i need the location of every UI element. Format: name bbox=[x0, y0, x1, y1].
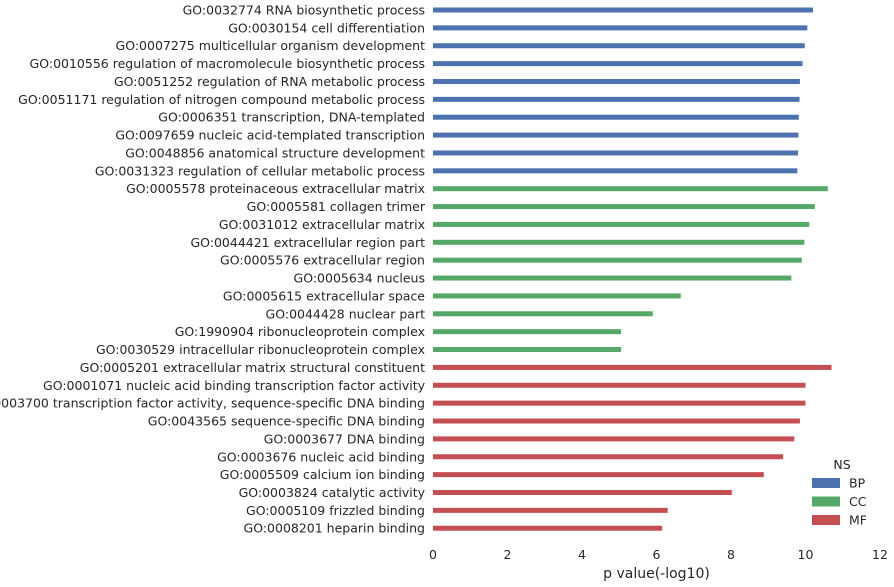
category-label: GO:0003677 DNA binding bbox=[264, 431, 425, 446]
bar-cc bbox=[433, 257, 802, 263]
bar-cc bbox=[433, 186, 828, 192]
category-label: GO:0044428 nuclear part bbox=[266, 306, 426, 321]
category-label: GO:0032774 RNA biosynthetic process bbox=[183, 3, 425, 18]
category-label: GO:0031012 extracellular matrix bbox=[219, 217, 425, 232]
category-label: GO:0005509 calcium ion binding bbox=[220, 467, 425, 482]
bar-mf bbox=[433, 507, 668, 513]
legend-label-mf: MF bbox=[849, 513, 867, 528]
x-tick-labels-group: 0 2 4 6 8 10 12 bbox=[429, 547, 888, 562]
category-label: GO:0007275 multicellular organism develo… bbox=[116, 38, 426, 53]
bar-mf bbox=[433, 472, 764, 478]
category-label: GO:0031323 regulation of cellular metabo… bbox=[95, 163, 425, 178]
category-label: GO:0030154 cell differentiation bbox=[228, 20, 425, 35]
x-tick-label: 2 bbox=[504, 547, 512, 562]
bar-bp bbox=[433, 7, 813, 13]
category-label: GO:0044421 extracellular region part bbox=[190, 235, 425, 250]
category-label: GO:0001071 nucleic acid binding transcri… bbox=[43, 378, 426, 393]
x-tick-label: 8 bbox=[727, 547, 735, 562]
bar-mf bbox=[433, 454, 784, 460]
category-label: GO:0005634 nucleus bbox=[294, 271, 425, 286]
x-tick-label: 6 bbox=[653, 547, 661, 562]
bar-cc bbox=[433, 347, 622, 353]
category-label: GO:0006351 transcription, DNA-templated bbox=[158, 110, 425, 125]
bar-bp bbox=[433, 150, 799, 156]
category-label: GO:0005576 extracellular region bbox=[220, 253, 425, 268]
legend: NS BP CC MF bbox=[812, 457, 867, 528]
category-label: GO:0005578 proteinaceous extracellular m… bbox=[126, 181, 425, 196]
bar-mf bbox=[433, 436, 795, 442]
category-label: GO:0097659 nucleic acid-templated transc… bbox=[115, 128, 425, 143]
category-label: GO:0003700 transcription factor activity… bbox=[0, 396, 425, 411]
legend-label-cc: CC bbox=[849, 494, 867, 509]
bar-cc bbox=[433, 239, 805, 245]
category-label: GO:0043565 sequence-specific DNA binding bbox=[148, 414, 425, 429]
bar-bp bbox=[433, 25, 808, 31]
bar-cc bbox=[433, 204, 815, 210]
bar-bp bbox=[433, 114, 799, 120]
bar-mf bbox=[433, 382, 806, 388]
legend-title: NS bbox=[833, 457, 850, 472]
bar-mf bbox=[433, 525, 663, 531]
category-label: GO:0008201 heparin binding bbox=[244, 521, 425, 536]
category-label: GO:0005201 extracellular matrix structur… bbox=[80, 360, 425, 375]
legend-swatch-cc bbox=[812, 496, 840, 507]
x-tick-label: 4 bbox=[578, 547, 586, 562]
category-label: GO:0003676 nucleic acid binding bbox=[217, 449, 425, 464]
legend-label-bp: BP bbox=[849, 476, 866, 491]
bar-bp bbox=[433, 96, 800, 102]
legend-swatch-bp bbox=[812, 478, 840, 488]
category-label: GO:0003824 catalytic activity bbox=[239, 485, 426, 500]
legend-swatch-mf bbox=[812, 515, 840, 525]
bar-bp bbox=[433, 61, 803, 67]
bar-mf bbox=[433, 400, 806, 406]
category-labels-group: GO:0032774 RNA biosynthetic process GO:00… bbox=[0, 3, 426, 536]
bar-mf bbox=[433, 364, 832, 370]
x-tick-label: 10 bbox=[798, 547, 814, 562]
bar-cc bbox=[433, 293, 681, 299]
category-label: GO:0030529 intracellular ribonucleoprote… bbox=[96, 342, 425, 357]
bar-cc bbox=[433, 221, 810, 227]
bar-bp bbox=[433, 78, 800, 84]
bar-mf bbox=[433, 418, 800, 424]
bar-bp bbox=[433, 43, 805, 49]
category-label: GO:1990904 ribonucleoprotein complex bbox=[175, 324, 425, 339]
category-label: GO:0005581 collagen trimer bbox=[247, 199, 426, 214]
category-label: GO:0010556 regulation of macromolecule b… bbox=[30, 56, 425, 71]
bar-cc bbox=[433, 275, 792, 281]
category-label: GO:0051252 regulation of RNA metabolic p… bbox=[114, 74, 425, 89]
category-label: GO:0051171 regulation of nitrogen compou… bbox=[18, 92, 425, 107]
x-axis-title: p value(-log10) bbox=[603, 566, 710, 582]
bar-bp bbox=[433, 168, 798, 174]
bar-bp bbox=[433, 132, 799, 138]
x-tick-label: 0 bbox=[429, 547, 437, 562]
bars-group bbox=[433, 7, 832, 531]
category-label: GO:0005615 extracellular space bbox=[223, 288, 425, 303]
category-label: GO:0005109 frizzled binding bbox=[246, 503, 425, 518]
bar-cc bbox=[433, 311, 653, 317]
legend-entries: BP CC MF bbox=[812, 476, 867, 528]
bar-cc bbox=[433, 329, 622, 335]
bar-mf bbox=[433, 489, 732, 495]
category-label: GO:0048856 anatomical structure developm… bbox=[125, 145, 425, 160]
x-tick-label: 12 bbox=[872, 547, 888, 562]
